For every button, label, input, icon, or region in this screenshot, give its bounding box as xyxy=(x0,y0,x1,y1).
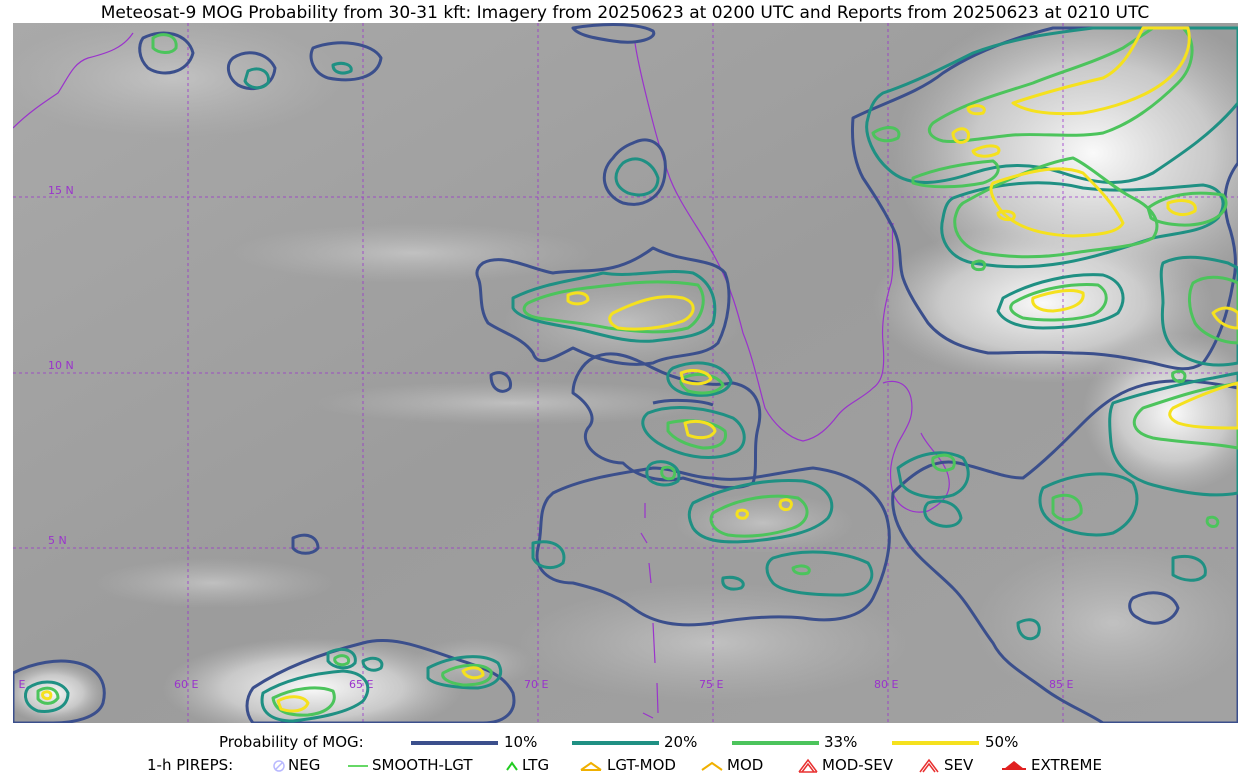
neg-icon xyxy=(273,760,285,772)
lon-label-70e: 70 E xyxy=(524,678,548,691)
legend-label-20pct: 20% xyxy=(664,733,698,751)
legend-pirep-title: 1-h PIREPS: xyxy=(147,756,234,774)
sev-icon xyxy=(919,758,939,773)
lgt-mod-icon xyxy=(580,761,602,771)
mog-contours-50pct xyxy=(41,26,1238,713)
lon-label-60e: 60 E xyxy=(174,678,198,691)
legend-label-10pct: 10% xyxy=(504,733,538,751)
legend-label-50pct: 50% xyxy=(985,733,1019,751)
lat-label-15n: 15 N xyxy=(48,184,74,197)
legend-extreme-label: EXTREME xyxy=(1031,756,1102,774)
lon-label-80e: 80 E xyxy=(874,678,898,691)
lon-label-65e: 65 E xyxy=(349,678,373,691)
legend-ltg-label: LTG xyxy=(522,756,550,774)
legend-label-33pct: 33% xyxy=(824,733,858,751)
lon-label-55e: 55 E xyxy=(13,678,25,691)
legend-line-50pct xyxy=(892,741,979,745)
legend-prob-title: Probability of MOG: xyxy=(219,733,364,751)
smooth-lgt-icon xyxy=(348,765,368,767)
mog-contours-33pct xyxy=(36,26,1238,717)
map-title: Meteosat-9 MOG Probability from 30-31 kf… xyxy=(100,3,1150,23)
mog-contours-20pct xyxy=(24,26,1238,723)
lat-label-10n: 10 N xyxy=(48,359,74,372)
legend-sev-label: SEV xyxy=(944,756,974,774)
legend-line-33pct xyxy=(732,741,819,745)
lon-label-75e: 75 E xyxy=(699,678,723,691)
legend-lgt-mod-label: LGT-MOD xyxy=(607,756,676,774)
legend-line-10pct xyxy=(411,741,498,745)
legend-probability: Probability of MOG: 10% 20% 33% 50% xyxy=(0,732,1250,754)
extreme-icon xyxy=(1002,761,1026,770)
lat-labels: 15 N 10 N 5 N xyxy=(48,184,74,547)
lat-label-5n: 5 N xyxy=(48,534,67,547)
lon-label-85e: 85 E xyxy=(1049,678,1073,691)
satellite-map: 15 N 10 N 5 N 55 E 60 E 65 E 70 E 75 E 8… xyxy=(13,23,1238,723)
legend-pireps: 1-h PIREPS: NEG SMOOTH-LGT LTG LGT-MOD M… xyxy=(0,755,1250,777)
legend-neg-label: NEG xyxy=(288,756,321,774)
legend-mod-sev-label: MOD-SEV xyxy=(822,756,893,774)
legend-smooth-lgt-label: SMOOTH-LGT xyxy=(372,756,473,774)
ltg-icon xyxy=(506,761,518,771)
legend-line-20pct xyxy=(572,741,659,745)
legend-mod-label: MOD xyxy=(727,756,764,774)
mod-sev-icon xyxy=(798,758,818,773)
mod-icon xyxy=(701,761,723,771)
